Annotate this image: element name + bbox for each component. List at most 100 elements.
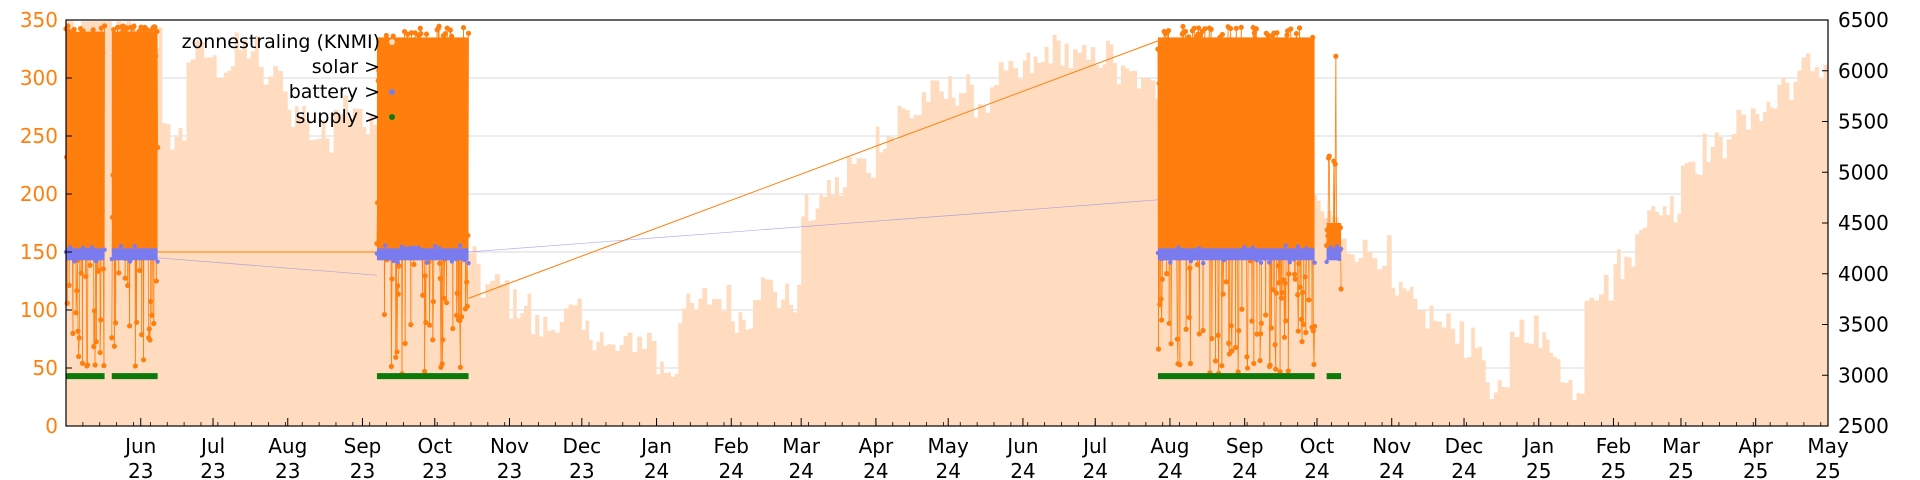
solar-line-segment: [1237, 330, 1240, 372]
solar-line-segment: [129, 55, 131, 326]
legend-marker: [389, 89, 395, 95]
solar-line-segment: [75, 165, 77, 313]
solar-line-segment: [85, 250, 88, 366]
battery-point: [127, 259, 133, 264]
solar-line-segment: [1193, 28, 1196, 159]
solar-line-segment: [1247, 74, 1250, 255]
solar-line-segment: [1297, 263, 1300, 332]
solar-line-segment: [1191, 30, 1194, 187]
legend-label: battery >: [289, 81, 380, 103]
x-tick-year: 23: [569, 459, 594, 480]
x-tick-year: 24: [1232, 459, 1257, 480]
solar-point: [127, 52, 133, 58]
supply-band: [1326, 373, 1342, 380]
battery-point: [1242, 245, 1247, 250]
solar-line-segment: [437, 28, 439, 199]
battery-point: [1217, 251, 1222, 256]
solar-line-segment: [99, 105, 101, 353]
solar-line-segment: [427, 89, 430, 262]
solar-line-segment: [384, 125, 387, 194]
left-tick-label: 350: [20, 8, 58, 32]
solar-line-segment: [1327, 158, 1330, 236]
solar-connector-line: [468, 40, 1159, 299]
solar-line-segment: [102, 53, 104, 269]
solar-line-segment: [401, 237, 404, 374]
solar-line-segment: [112, 175, 114, 218]
solar-line-segment: [420, 33, 422, 221]
x-tick-year: 24: [788, 459, 813, 480]
solar-line-segment: [448, 44, 451, 89]
x-tick-month: Feb: [1596, 434, 1631, 458]
solar-line-segment: [1236, 82, 1238, 249]
solar-line-segment: [1232, 84, 1234, 240]
solar-line-segment: [146, 29, 148, 234]
solar-line-segment: [438, 26, 441, 264]
battery-point: [1192, 251, 1198, 256]
solar-line-segment: [1190, 209, 1192, 364]
solar-line-segment: [89, 58, 92, 266]
battery-point: [458, 243, 463, 248]
solar-line-segment: [1188, 36, 1190, 318]
solar-point: [1172, 169, 1179, 175]
solar-line-segment: [103, 25, 105, 366]
solar-line-segment: [1223, 99, 1226, 163]
solar-line-segment: [120, 26, 123, 105]
solar-line-segment: [1257, 135, 1260, 154]
solar-point: [1338, 286, 1344, 292]
battery-point: [1332, 248, 1338, 253]
solar-line-segment: [143, 30, 145, 360]
right-axis-ticks: 2500 3000 3500 4000 4500 5000 5500 6000 6500: [1822, 8, 1889, 438]
solar-line-segment: [122, 25, 124, 146]
solar-line-segment: [1179, 203, 1181, 365]
x-tick-year: 25: [1668, 459, 1693, 480]
solar-line-segment: [78, 337, 80, 357]
solar-line-segment: [127, 175, 130, 258]
left-tick-label: 0: [45, 414, 58, 438]
battery-point: [1172, 254, 1177, 260]
x-tick-year: 24: [1010, 459, 1035, 480]
battery-point: [1312, 260, 1317, 265]
x-tick-month: Jul: [1081, 434, 1107, 458]
solar-line-segment: [1276, 32, 1279, 128]
battery-point: [1155, 250, 1161, 256]
x-tick-month: Sep: [1226, 434, 1264, 458]
battery-point: [445, 254, 450, 260]
solar-line-segment: [1287, 30, 1289, 371]
solar-point: [131, 23, 137, 29]
solar-line-segment: [1223, 162, 1225, 259]
battery-point: [1234, 255, 1239, 260]
solar-line-segment: [1190, 112, 1193, 210]
solar-line-segment: [1265, 33, 1267, 316]
battery-point: [1246, 247, 1251, 253]
solar-line-segment: [1275, 293, 1277, 370]
left-tick-label: 250: [20, 124, 58, 148]
solar-line-segment: [426, 85, 429, 217]
x-tick-year: 24: [644, 459, 669, 480]
legend-label: solar >: [312, 56, 380, 78]
solar-line-segment: [82, 30, 85, 169]
solar-point: [149, 312, 155, 318]
solar-line-segment: [75, 290, 78, 313]
battery-point: [416, 245, 421, 251]
battery-point: [391, 258, 396, 264]
battery-point: [89, 245, 94, 250]
solar-line-segment: [1215, 129, 1217, 361]
x-tick-month: May: [928, 434, 970, 458]
legend-marker: [389, 64, 395, 70]
solar-line-segment: [418, 186, 421, 243]
x-tick-month: Jan: [1521, 434, 1554, 458]
solar-line-segment: [1161, 279, 1163, 321]
right-tick-label: 3500: [1838, 313, 1889, 337]
solar-point: [410, 239, 416, 245]
x-tick-month: Jul: [199, 434, 225, 458]
solar-line-segment: [447, 115, 449, 212]
solar-line-segment: [1232, 84, 1235, 135]
battery-point: [1196, 246, 1202, 251]
battery-point: [1209, 251, 1214, 256]
solar-line-segment: [402, 93, 405, 129]
x-tick-year: 24: [1379, 459, 1404, 480]
x-tick-month: Jan: [639, 434, 672, 458]
solar-line-segment: [68, 148, 71, 286]
solar-line-segment: [377, 80, 379, 203]
battery-point: [72, 259, 77, 264]
